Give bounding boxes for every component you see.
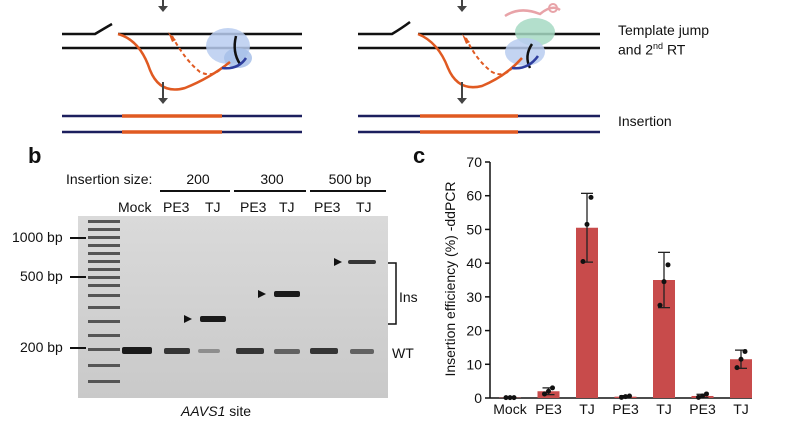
y-tick-label: 50: [466, 221, 482, 237]
lane-label: TJ: [205, 200, 221, 214]
marker-label: 200 bp: [20, 340, 63, 354]
marker-tick: [70, 276, 86, 278]
data-point: [550, 385, 555, 390]
size-group-underline: [310, 190, 386, 192]
lane-label: Mock: [118, 200, 151, 214]
x-tick-label: Mock: [493, 401, 527, 417]
size-group-underline: [160, 190, 230, 192]
lane-label: TJ: [356, 200, 372, 214]
size-group-200: 200: [166, 172, 230, 186]
lane-label: PE3: [314, 200, 340, 214]
data-point: [581, 259, 586, 264]
marker-tick: [70, 237, 86, 239]
x-tick-label: TJ: [656, 401, 672, 417]
label-insertion: Insertion: [618, 114, 672, 128]
label-second-rt: and 2nd RT: [618, 42, 685, 57]
x-tick-label: PE3: [612, 401, 639, 417]
lane-label: TJ: [279, 200, 295, 214]
gel-caption: AAVS1 site: [181, 404, 251, 418]
lane-label: PE3: [163, 200, 189, 214]
data-point: [512, 395, 517, 400]
y-tick-label: 30: [466, 289, 482, 305]
data-point: [627, 393, 632, 398]
marker-label: 1000 bp: [12, 230, 63, 244]
x-tick-label: PE3: [689, 401, 716, 417]
data-point: [658, 303, 663, 308]
data-point: [589, 195, 594, 200]
y-axis-label: Insertion efficiency (%) -ddPCR: [443, 129, 457, 429]
y-tick-label: 10: [466, 356, 482, 372]
lane-label: PE3: [240, 200, 266, 214]
data-point: [739, 357, 744, 362]
ins-label: Ins: [399, 290, 418, 304]
x-tick-label: PE3: [535, 401, 562, 417]
y-tick-label: 60: [466, 188, 482, 204]
bar-chart: 0 10 20 30 40 50 60 70 Mock PE3 TJ PE3 TJ PE3 TJ: [462, 155, 762, 415]
data-point: [666, 262, 671, 267]
insertion-size-label: Insertion size:: [66, 172, 152, 186]
panel-b-letter: b: [28, 143, 41, 169]
x-tick-label: TJ: [579, 401, 595, 417]
data-point: [704, 391, 709, 396]
data-point: [585, 222, 590, 227]
y-tick-label: 20: [466, 323, 482, 339]
size-group-500: 500 bp: [312, 172, 388, 186]
panel-c-letter: c: [413, 143, 425, 169]
y-tick-label: 70: [466, 154, 482, 170]
wt-label: WT: [392, 346, 414, 360]
y-tick-label: 0: [474, 390, 482, 406]
data-point: [743, 349, 748, 354]
marker-label: 500 bp: [20, 269, 63, 283]
gel-image: [78, 216, 388, 398]
label-template-jump: Template jump: [618, 23, 709, 37]
marker-tick: [70, 347, 86, 349]
size-group-underline: [234, 190, 306, 192]
schematic-right: [0, 0, 800, 140]
x-tick-label: TJ: [733, 401, 749, 417]
y-tick-label: 40: [466, 255, 482, 271]
data-point: [546, 389, 551, 394]
data-point: [735, 365, 740, 370]
data-point: [662, 279, 667, 284]
size-group-300: 300: [236, 172, 308, 186]
